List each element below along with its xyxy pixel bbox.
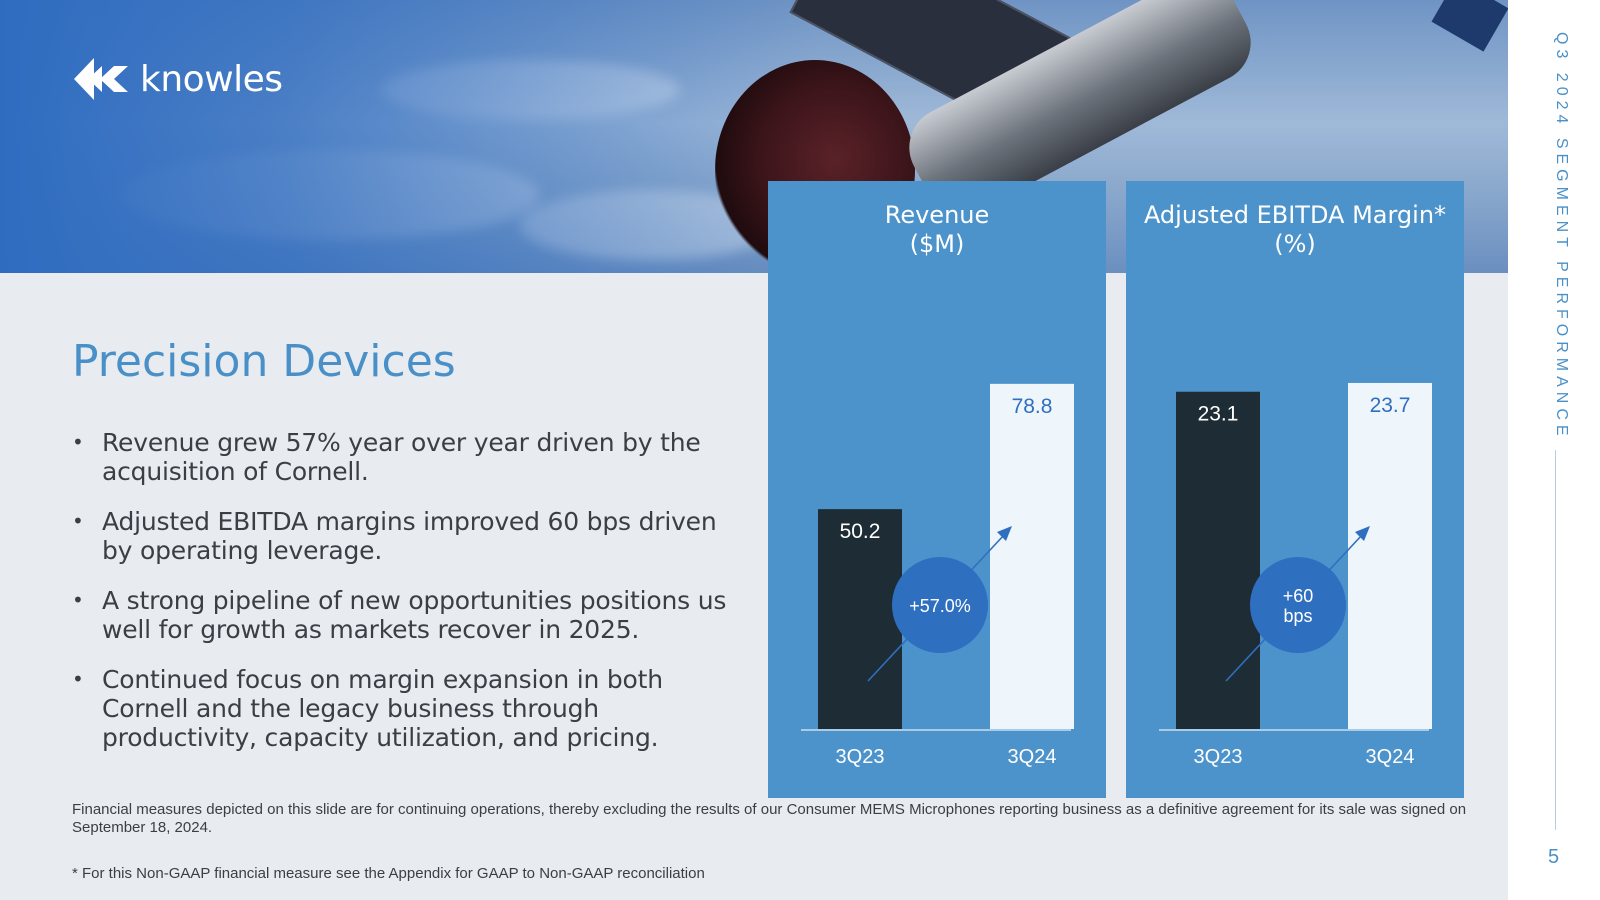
chart-svg: Revenue($M) 50.2 3Q23 78.8 3Q24 +57.0% (801, 201, 1074, 768)
bullet-item: Adjusted EBITDA margins improved 60 bps … (72, 507, 742, 565)
change-badge-label: +60 (1283, 586, 1314, 606)
data-label: 50.2 (840, 520, 881, 543)
x-tick-label: 3Q23 (1194, 746, 1243, 768)
bullet-list: Revenue grew 57% year over year driven b… (72, 428, 742, 773)
chart-title-line: ($M) (910, 230, 965, 258)
data-label: 23.1 (1198, 403, 1239, 426)
revenue-chart: Revenue ($M) 50.2 3Q23 78.8 3Q24 +57.0% (768, 181, 1106, 798)
change-badge (892, 557, 988, 653)
growth-arrow-icon (1355, 526, 1370, 541)
bar-3Q23 (818, 509, 902, 729)
growth-arrow-icon (997, 526, 1012, 541)
bullet-item: Revenue grew 57% year over year driven b… (72, 428, 742, 486)
page-title: Precision Devices (72, 336, 456, 387)
x-tick-label: 3Q24 (1008, 746, 1057, 768)
data-label: 23.7 (1370, 394, 1411, 417)
chart-title-line: Revenue (885, 201, 990, 229)
bar-3Q24 (1348, 382, 1432, 729)
distant-satellite-illustration (1431, 0, 1508, 52)
hero-image (0, 0, 1508, 273)
bullet-item: A strong pipeline of new opportunities p… (72, 586, 742, 644)
divider (1555, 450, 1556, 830)
knowles-logo-icon (74, 58, 128, 100)
chart-title-line: (%) (1274, 230, 1316, 258)
ebitda-margin-chart: Adjusted EBITDA Margin* (%) 23.1 3Q23 23.7 3Q… (1126, 181, 1464, 798)
bar-3Q23 (1176, 391, 1260, 729)
page-number: 5 (1548, 846, 1560, 868)
x-tick-label: 3Q23 (836, 746, 885, 768)
bullet-item: Continued focus on margin expansion in b… (72, 665, 742, 752)
brand-name: knowles (140, 58, 283, 100)
change-badge-label: +57.0% (909, 596, 971, 616)
footnote-continuing-operations: Financial measures depicted on this slid… (72, 801, 1467, 836)
footnote-non-gaap: * For this Non-GAAP financial measure se… (72, 865, 705, 882)
change-badge-label: bps (1283, 606, 1312, 626)
data-label: 78.8 (1012, 395, 1053, 418)
x-tick-label: 3Q24 (1366, 746, 1415, 768)
bar-3Q24 (990, 383, 1074, 729)
side-strip (1508, 0, 1600, 900)
chart-title-line: Adjusted EBITDA Margin* (1144, 201, 1446, 229)
brand-logo: knowles (72, 56, 283, 102)
change-badge (1250, 557, 1346, 653)
chart-svg: Adjusted EBITDA Margin*(%) 23.1 3Q23 23.7 3Q… (1144, 201, 1446, 768)
section-title-vertical: Q3 2024 SEGMENT PERFORMANCE (1553, 32, 1570, 441)
